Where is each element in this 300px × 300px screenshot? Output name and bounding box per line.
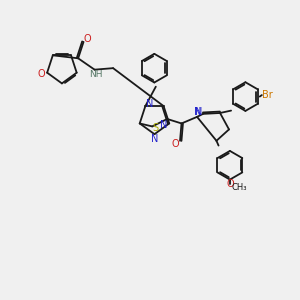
Text: S: S [153,123,159,133]
Text: N: N [160,120,168,130]
Text: O: O [83,34,91,44]
Text: O: O [172,139,179,149]
Text: N: N [195,107,202,117]
Text: Br: Br [262,90,273,100]
Text: N: N [151,134,158,144]
Text: N: N [194,107,202,117]
Text: NH: NH [89,70,103,79]
Text: N: N [146,99,153,109]
Text: CH₃: CH₃ [232,182,247,191]
Text: O: O [226,179,234,189]
Text: O: O [38,69,46,79]
